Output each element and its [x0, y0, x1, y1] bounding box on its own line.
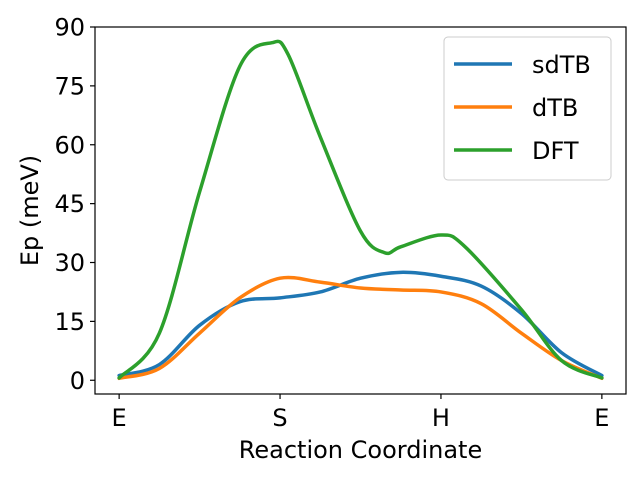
legend: sdTB dTB DFT	[443, 36, 612, 181]
x-tick-label: E	[112, 404, 127, 432]
y-tick-label: 75	[54, 72, 85, 100]
y-tick-label: 45	[54, 190, 85, 218]
x-tick-label: H	[432, 404, 450, 432]
x-tick-label: S	[272, 404, 287, 432]
series-line-dtb	[117, 275, 604, 381]
y-tick-label: 90	[54, 14, 85, 42]
y-tick-label: 60	[54, 131, 85, 159]
series-layer	[117, 39, 604, 381]
legend-box	[443, 36, 612, 181]
y-axis-title: Ep (meV)	[16, 155, 44, 266]
series-line-dft	[117, 39, 604, 380]
x-tick-label: E	[594, 404, 609, 432]
y-tick-label: 30	[54, 249, 85, 277]
legend-label: dTB	[532, 94, 578, 122]
y-tick-label: 15	[54, 308, 85, 336]
legend-label: sdTB	[532, 51, 591, 79]
x-axis-title: Reaction Coordinate	[239, 436, 482, 464]
series-line-sdtb	[117, 270, 604, 378]
plot-frame	[94, 26, 627, 395]
y-axis: 0 15 30 45 60 75 90	[54, 14, 95, 395]
y-tick-label: 0	[70, 367, 85, 395]
legend-label: DFT	[532, 137, 579, 165]
